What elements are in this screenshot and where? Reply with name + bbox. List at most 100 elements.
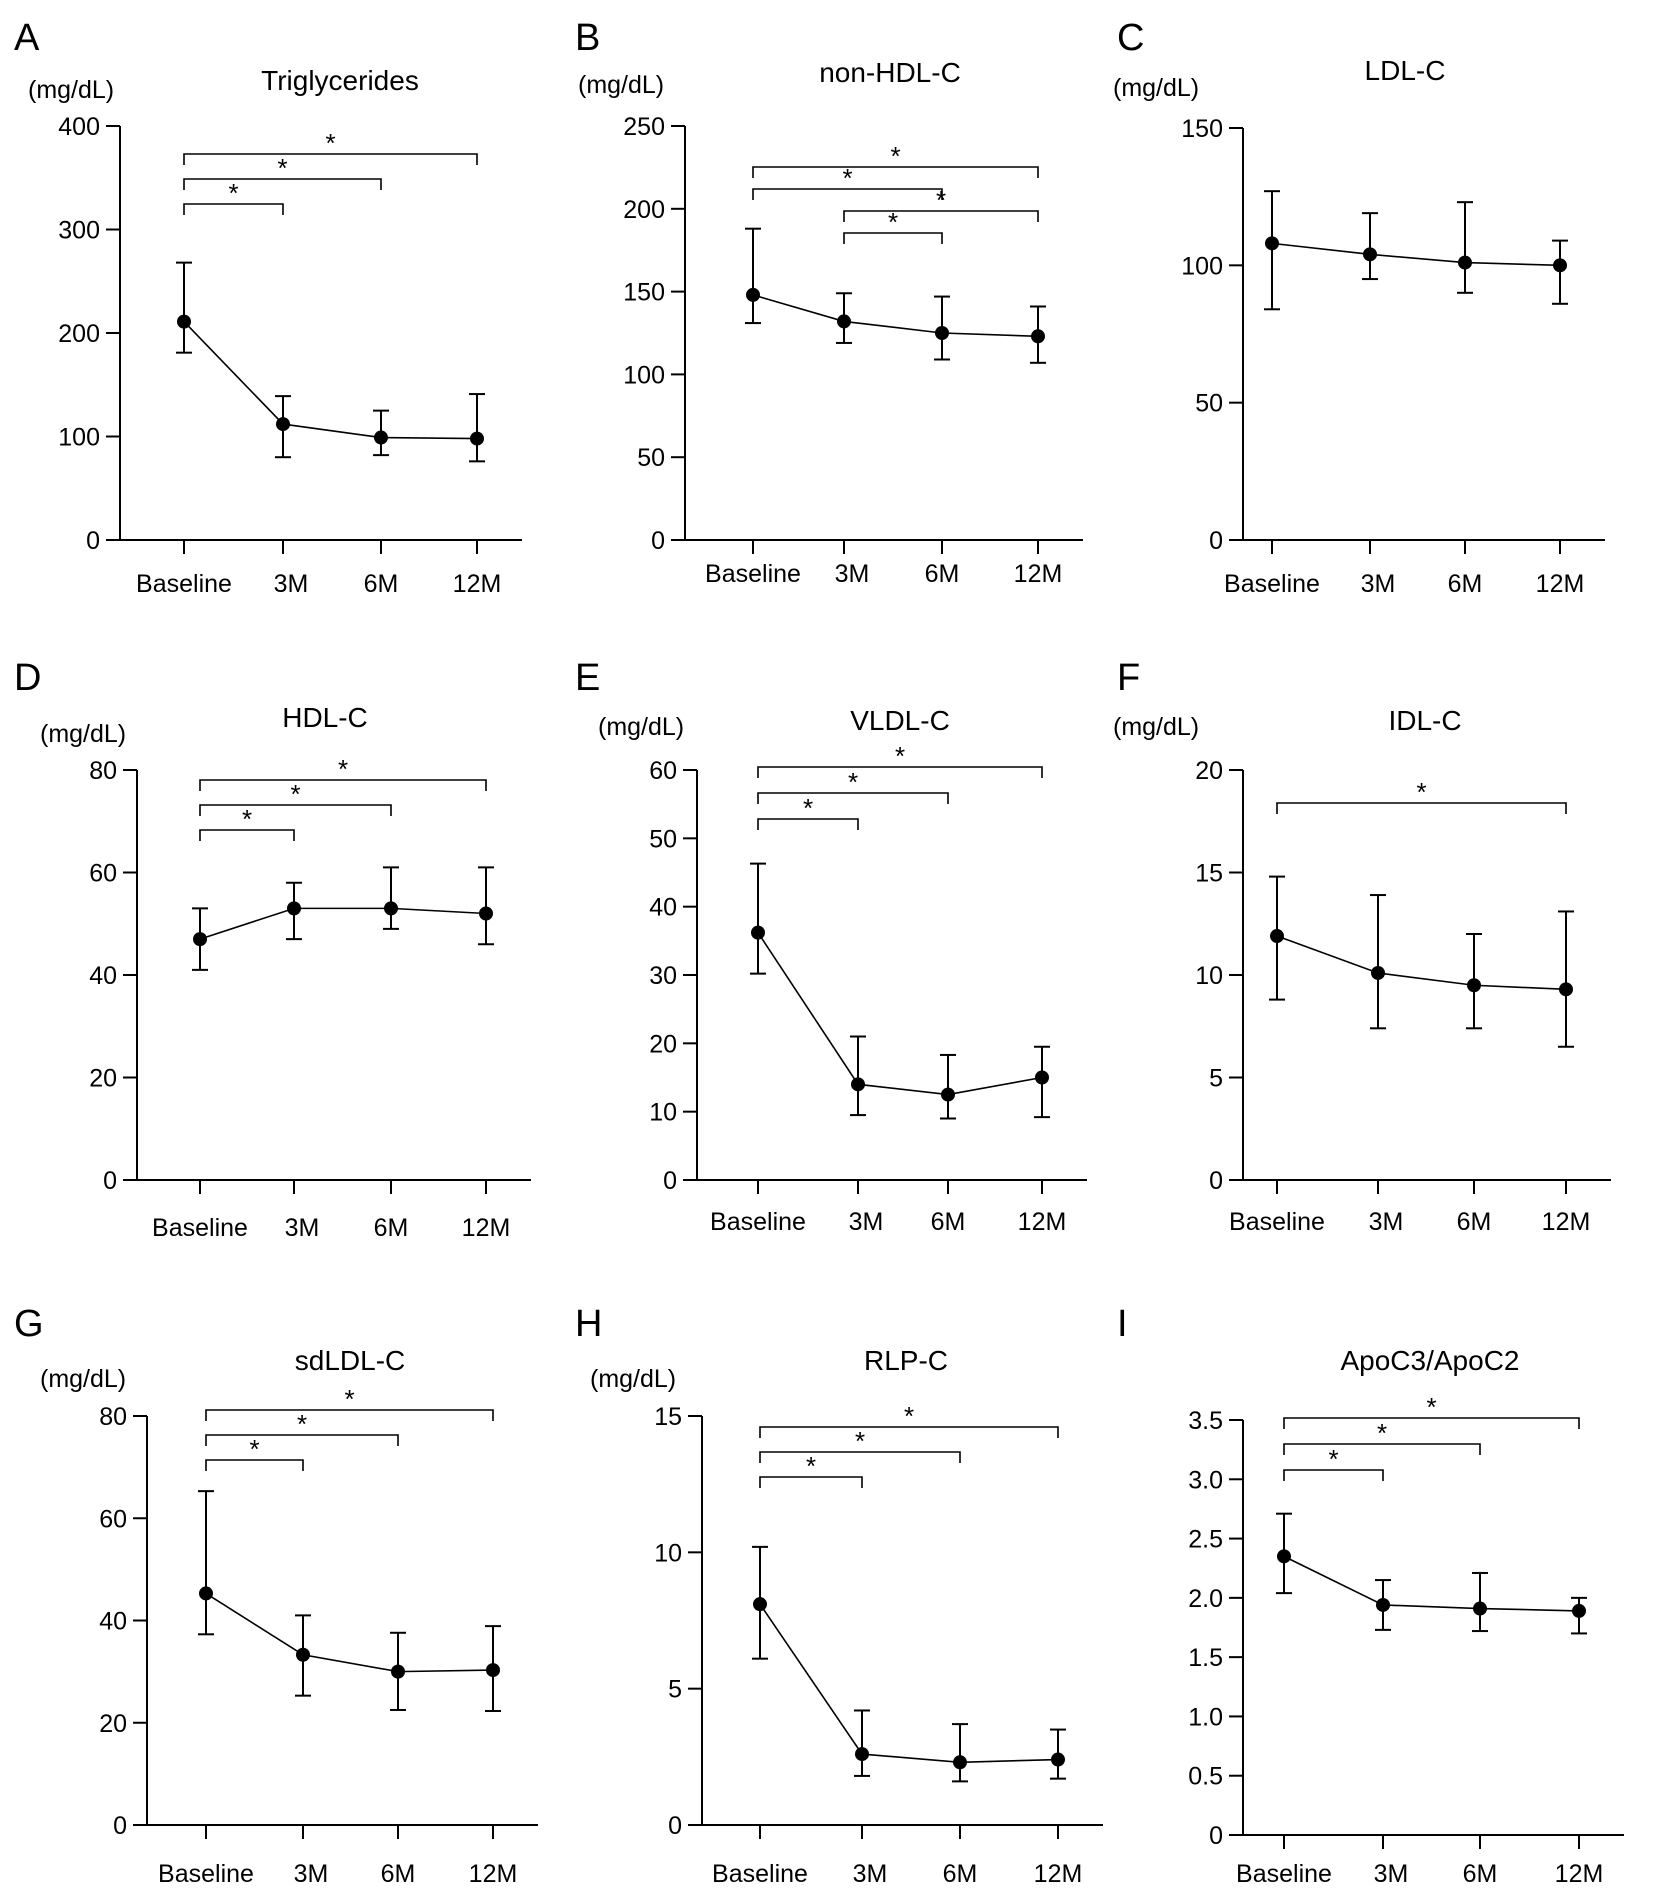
- x-tick-label-6m: 6M: [1463, 1860, 1498, 1888]
- x-tick-label-3m: 3M: [285, 1214, 320, 1242]
- x-tick-label-3m: 3M: [849, 1208, 884, 1236]
- significance-bracket: [205, 1409, 494, 1421]
- x-tick-label-6m: 6M: [943, 1860, 978, 1888]
- significance-star: *: [855, 1426, 865, 1456]
- data-point-3m: [1371, 965, 1385, 980]
- y-tick-label: 3.5: [1188, 1407, 1223, 1435]
- series-line: [757, 932, 1043, 1096]
- x-tick-label-6m: 6M: [1448, 570, 1483, 598]
- x-tick-label-3m: 3M: [853, 1860, 888, 1888]
- data-point-baseline: [751, 925, 765, 940]
- x-tick-label-12m: 12M: [1542, 1208, 1591, 1236]
- series-line: [1271, 242, 1561, 267]
- x-tick-label-baseline: Baseline: [1229, 1208, 1325, 1236]
- x-tick-label-baseline: Baseline: [1224, 570, 1320, 598]
- x-tick-label-baseline: Baseline: [158, 1860, 254, 1888]
- panel-title: LDL-C: [1365, 55, 1446, 86]
- data-point-baseline: [193, 932, 207, 947]
- data-point-6m: [384, 901, 398, 916]
- y-tick-label: 1.0: [1188, 1703, 1223, 1731]
- panel-title: RLP-C: [864, 1345, 948, 1376]
- x-tick-label-baseline: Baseline: [136, 570, 232, 598]
- panel-letter: H: [575, 1303, 602, 1345]
- y-tick-label: 80: [89, 757, 117, 785]
- data-point-3m: [851, 1077, 865, 1092]
- x-tick-label-baseline: Baseline: [1236, 1860, 1332, 1888]
- y-axis-unit-label: (mg/dL): [40, 720, 126, 748]
- significance-star: *: [338, 754, 348, 784]
- significance-bracket: [199, 829, 295, 841]
- significance-star: *: [1377, 1418, 1387, 1448]
- x-tick-label-3m: 3M: [294, 1860, 329, 1888]
- y-tick-label: 20: [99, 1710, 127, 1738]
- significance-star: *: [1416, 777, 1426, 807]
- series-line: [759, 1603, 1059, 1764]
- data-point-6m: [1458, 255, 1472, 270]
- significance-star: *: [249, 1434, 259, 1464]
- x-tick-label-6m: 6M: [374, 1214, 409, 1242]
- y-tick-label: 300: [58, 217, 100, 245]
- significance-bracket: [199, 779, 487, 791]
- series-line: [183, 321, 478, 440]
- data-point-12m: [470, 431, 484, 446]
- significance-star: *: [888, 207, 898, 237]
- x-tick-label-6m: 6M: [381, 1860, 416, 1888]
- y-tick-label: 0: [86, 527, 100, 555]
- significance-bracket: [843, 210, 1039, 222]
- data-point-3m: [855, 1747, 869, 1762]
- significance-bracket: [759, 1426, 1059, 1438]
- significance-bracket: [752, 166, 1039, 178]
- x-tick-label-12m: 12M: [1014, 560, 1063, 588]
- significance-bracket: [199, 804, 392, 816]
- y-tick-label: 30: [649, 962, 677, 990]
- series-line: [205, 1592, 494, 1673]
- data-point-baseline: [177, 314, 191, 329]
- y-tick-label: 0: [651, 527, 665, 555]
- data-point-12m: [1553, 258, 1567, 273]
- panel-title: VLDL-C: [850, 705, 950, 736]
- significance-bracket: [183, 153, 478, 165]
- y-tick-label: 2.5: [1188, 1526, 1223, 1554]
- data-point-baseline: [199, 1586, 213, 1601]
- y-tick-label: 40: [99, 1608, 127, 1636]
- data-point-3m: [1363, 247, 1377, 262]
- data-point-12m: [1559, 982, 1573, 997]
- y-tick-label: 40: [649, 894, 677, 922]
- y-tick-label: 20: [649, 1030, 677, 1058]
- x-tick-label-baseline: Baseline: [152, 1214, 248, 1242]
- significance-bracket: [1283, 1417, 1580, 1429]
- y-tick-label: 0: [113, 1812, 127, 1840]
- x-tick-label-12m: 12M: [469, 1860, 518, 1888]
- significance-star: *: [297, 1409, 307, 1439]
- y-tick-label: 15: [1195, 860, 1223, 888]
- y-tick-label: 5: [1209, 1065, 1223, 1093]
- x-tick-label-3m: 3M: [835, 560, 870, 588]
- y-tick-label: 200: [623, 196, 665, 224]
- x-tick-label-12m: 12M: [1536, 570, 1585, 598]
- y-tick-label: 1.5: [1188, 1644, 1223, 1672]
- panel-title: non-HDL-C: [819, 57, 961, 88]
- significance-bracket: [1283, 1469, 1384, 1481]
- data-point-6m: [1467, 978, 1481, 993]
- x-tick-label-12m: 12M: [1555, 1860, 1604, 1888]
- y-axis-unit-label: (mg/dL): [1113, 74, 1199, 102]
- data-point-6m: [374, 430, 388, 445]
- series-line: [752, 294, 1039, 338]
- y-tick-label: 60: [649, 757, 677, 785]
- significance-star: *: [803, 793, 813, 823]
- significance-star: *: [806, 1451, 816, 1481]
- data-point-12m: [1572, 1603, 1586, 1618]
- data-point-12m: [486, 1663, 500, 1678]
- y-tick-label: 40: [89, 962, 117, 990]
- data-point-6m: [391, 1664, 405, 1679]
- significance-star: *: [848, 767, 858, 797]
- x-tick-label-12m: 12M: [1034, 1860, 1083, 1888]
- x-tick-label-6m: 6M: [364, 570, 399, 598]
- panel-h: H RLP-C (mg/dL) 0 5 10 15 Baseline 3M 6M 12M * * *: [575, 1303, 1103, 1888]
- y-tick-label: 10: [654, 1539, 682, 1567]
- y-tick-label: 50: [649, 825, 677, 853]
- significance-star: *: [1426, 1392, 1436, 1422]
- x-tick-label-6m: 6M: [931, 1208, 966, 1236]
- data-point-6m: [953, 1755, 967, 1770]
